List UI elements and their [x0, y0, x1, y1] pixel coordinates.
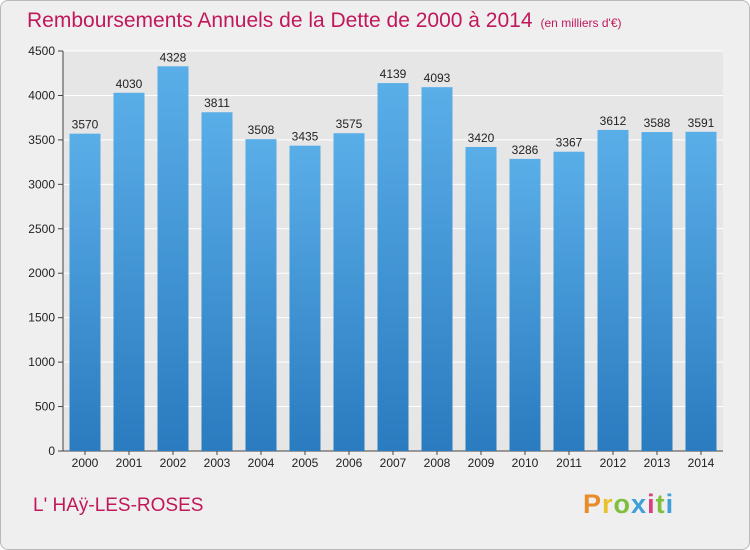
logo-letter: i [665, 489, 675, 519]
x-tick-label-2010: 2010 [512, 456, 539, 470]
value-label-2014: 3591 [688, 116, 715, 130]
x-tick-label-2001: 2001 [116, 456, 143, 470]
bar-2008 [421, 87, 453, 451]
value-label-2004: 3508 [248, 123, 275, 137]
commune-name: L' HAÿ-LES-ROSES [33, 495, 204, 516]
bar-2013 [641, 132, 673, 452]
y-tick-label: 1500 [28, 311, 55, 325]
chart-title: Remboursements Annuels de la Dette de 20… [27, 9, 622, 33]
y-tick-label: 4500 [28, 44, 55, 58]
x-tick-label-2008: 2008 [424, 456, 451, 470]
logo-letter: P [583, 489, 603, 519]
x-tick-label-2011: 2011 [556, 456, 582, 470]
y-tick-label: 3500 [28, 133, 55, 147]
x-tick-label-2014: 2014 [688, 456, 715, 470]
logo-letter: i [647, 489, 656, 519]
proxiti-logo: Proxiti [583, 489, 674, 520]
x-tick-label-2002: 2002 [160, 456, 187, 470]
y-tick-label: 3000 [28, 177, 55, 191]
y-tick-label: 1000 [28, 355, 55, 369]
logo-letter: t [655, 489, 666, 519]
x-tick-label-2003: 2003 [204, 456, 231, 470]
x-tick-label-2013: 2013 [644, 456, 671, 470]
y-tick-label: 0 [48, 444, 55, 458]
x-tick-label-2000: 2000 [72, 456, 99, 470]
bar-2003 [201, 112, 233, 451]
value-label-2005: 3435 [292, 130, 319, 144]
bar-2004 [245, 139, 277, 451]
bar-2011 [553, 151, 585, 451]
bar-2002 [157, 66, 189, 452]
value-label-2008: 4093 [424, 71, 451, 85]
logo-letter: o [613, 489, 632, 519]
bar-2007 [377, 83, 409, 451]
logo-letter: r [602, 489, 614, 519]
bar-2006 [333, 133, 365, 451]
y-tick-label: 2500 [28, 222, 55, 236]
y-tick-label: 4000 [28, 88, 55, 102]
bar-2005 [289, 145, 321, 451]
chart-title-text: Remboursements Annuels de la Dette de 20… [27, 9, 533, 32]
y-tick-label: 2000 [28, 266, 55, 280]
bar-2001 [113, 92, 145, 452]
bar-2012 [597, 129, 629, 451]
x-tick-label-2005: 2005 [292, 456, 319, 470]
chart-unit-label: (en milliers d'€) [540, 16, 622, 30]
value-label-2011: 3367 [556, 136, 583, 150]
value-label-2006: 3575 [336, 117, 363, 131]
x-tick-label-2007: 2007 [380, 456, 407, 470]
x-tick-label-2009: 2009 [468, 456, 495, 470]
value-label-2013: 3588 [644, 116, 671, 130]
value-label-2010: 3286 [512, 143, 539, 157]
value-label-2002: 4328 [160, 50, 187, 64]
y-tick-label: 500 [35, 400, 55, 414]
x-tick-label-2012: 2012 [600, 456, 627, 470]
logo-letter: x [631, 489, 648, 519]
bar-2009 [465, 147, 497, 451]
x-tick-label-2006: 2006 [336, 456, 363, 470]
value-label-2000: 3570 [72, 118, 99, 132]
value-label-2012: 3612 [600, 114, 627, 128]
bar-2000 [69, 133, 101, 451]
value-label-2001: 4030 [116, 77, 143, 91]
value-label-2007: 4139 [380, 67, 407, 81]
bar-2014 [685, 131, 717, 452]
value-label-2003: 3811 [204, 96, 230, 110]
bar-2010 [509, 158, 541, 451]
value-label-2009: 3420 [468, 131, 495, 145]
x-tick-label-2004: 2004 [248, 456, 275, 470]
